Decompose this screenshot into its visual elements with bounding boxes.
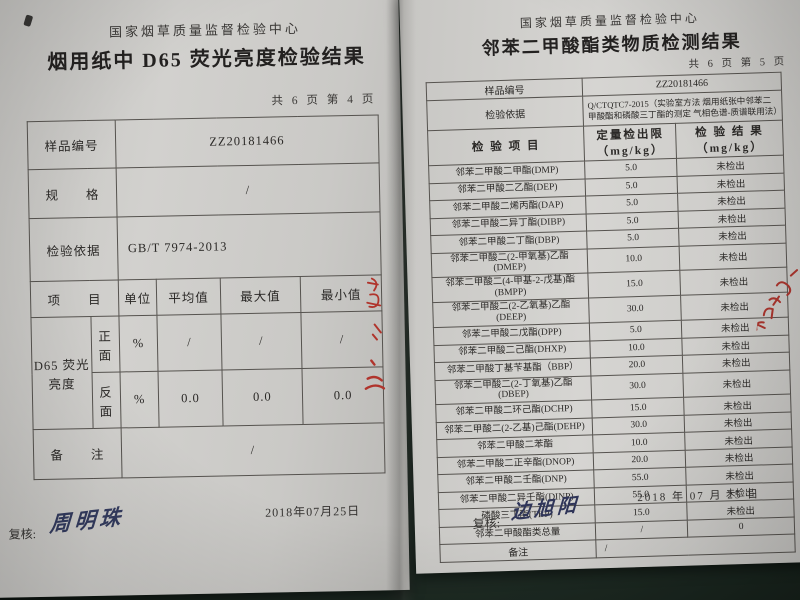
org-name: 国家烟草质量监督检验中心	[108, 20, 302, 40]
col-header-max: 最大值	[219, 276, 302, 315]
col-header-item: 检 验 项 目	[427, 126, 585, 166]
side-front: 正面	[90, 315, 120, 373]
report-date: 2018年07月25日	[265, 503, 361, 520]
report-page-phthalate: 国家烟草质量监督检验中心 邻苯二甲酸酯类物质检测结果 共 6 页 第 5 页 样…	[399, 0, 800, 574]
report-page-d65: 国家烟草质量监督检验中心 烟用纸中 D65 荧光亮度检验结果 共 6 页 第 4…	[0, 0, 410, 598]
detection-limit: 10.0	[587, 245, 681, 274]
col-header-limit: 定量检出限（mg/kg）	[583, 123, 677, 162]
group-label-d65: D65 荧光亮度	[30, 316, 93, 430]
review-label: 复核:	[8, 527, 37, 542]
page-title: 烟用纸中 D65 荧光亮度检验结果	[47, 45, 366, 74]
unit-back: %	[119, 371, 160, 428]
spec-value: /	[115, 162, 380, 217]
review-line: 复核: 周明珠	[8, 505, 125, 545]
detection-limit: 30.0	[591, 372, 685, 401]
basis-value: GB/T 7974-2013	[116, 211, 382, 280]
remark-label: 备注	[439, 540, 597, 563]
review-line: 复核: 边旭阳	[472, 494, 581, 534]
max-front: /	[220, 312, 303, 371]
unit-front: %	[118, 315, 159, 372]
avg-back: 0.0	[158, 370, 223, 428]
detection-limit: 30.0	[588, 295, 682, 324]
avg-front: /	[157, 314, 222, 372]
col-header-avg: 平均值	[156, 278, 221, 316]
basis-label: 检验依据	[29, 216, 118, 282]
test-result: 未检出	[683, 369, 791, 398]
reviewer-signature: 周明珠	[49, 504, 126, 537]
detection-limit: 15.0	[588, 270, 682, 299]
page-number: 共 6 页 第 4 页	[271, 93, 377, 108]
col-header-unit: 单位	[117, 279, 158, 316]
max-back: 0.0	[221, 368, 304, 426]
col-header-result: 检 验 结 果（mg/kg）	[675, 120, 784, 159]
red-ink-annotation	[364, 277, 386, 390]
col-header-item: 项 目	[30, 279, 119, 318]
spec-label: 规 格	[28, 167, 117, 219]
basis-label: 检验依据	[426, 96, 584, 131]
remark-label: 备 注	[33, 427, 122, 480]
sample-id-value: ZZ20181466	[114, 114, 380, 168]
remark-value: /	[120, 422, 386, 478]
review-label: 复核:	[472, 516, 501, 532]
sample-id-label: 样品编号	[27, 120, 116, 170]
d65-result-table: 样品编号 ZZ20181466 规 格 / 检验依据 GB/T 7974-201…	[27, 114, 386, 480]
red-ink-annotation	[754, 269, 799, 331]
side-back: 反面	[91, 371, 121, 429]
